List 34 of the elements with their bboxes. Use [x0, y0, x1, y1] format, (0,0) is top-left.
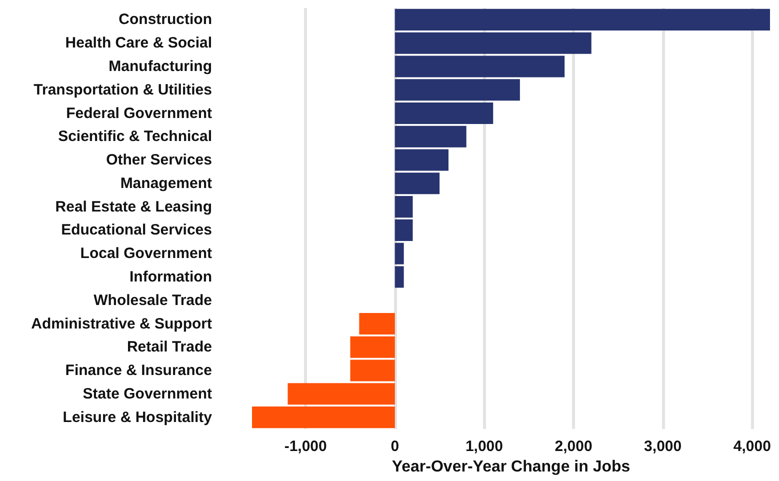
y-tick-label: Leisure & Hospitality — [62, 408, 213, 426]
x-tick-label: 2,000 — [554, 438, 592, 455]
y-tick-label: Educational Services — [61, 222, 212, 239]
y-tick-label: Federal Government — [66, 104, 212, 122]
bar — [359, 312, 395, 335]
y-tick-label: Information — [130, 268, 212, 286]
x-tick-label: 3,000 — [644, 438, 682, 455]
bar — [394, 126, 466, 148]
bar — [394, 196, 413, 218]
y-tick-label: Other Services — [106, 152, 212, 169]
y-tick-label: Management — [120, 174, 212, 192]
y-tick-label: Wholesale Trade — [94, 292, 212, 309]
bar — [394, 219, 413, 241]
y-tick-label: Real Estate & Leasing — [55, 198, 212, 216]
y-tick-label: Manufacturing — [108, 58, 212, 75]
x-tick-label: 1,000 — [465, 438, 503, 455]
y-tick-label: Transportation & Utilities — [34, 81, 212, 98]
y-tick-label: Finance & Insurance — [65, 362, 212, 380]
bar — [394, 102, 494, 124]
y-tick-label: State Government — [82, 385, 212, 402]
y-tick-label: Retail Trade — [126, 338, 212, 356]
x-tick-label: 0 — [390, 438, 400, 455]
y-tick-label: Administrative & Support — [31, 315, 212, 332]
y-tick-label: Health Care & Social — [65, 34, 212, 52]
x-tick-label: 4,000 — [733, 438, 771, 455]
bar — [350, 336, 395, 358]
bar — [252, 406, 395, 428]
y-tick-label: Construction — [118, 11, 212, 28]
x-tick-label: -1,000 — [284, 438, 327, 455]
bar — [394, 8, 770, 30]
bar — [394, 79, 520, 101]
x-axis-title: Year-Over-Year Change in Jobs — [392, 458, 630, 476]
y-tick-label: Scientific & Technical — [58, 128, 212, 146]
y-tick-label: Local Government — [80, 245, 212, 262]
